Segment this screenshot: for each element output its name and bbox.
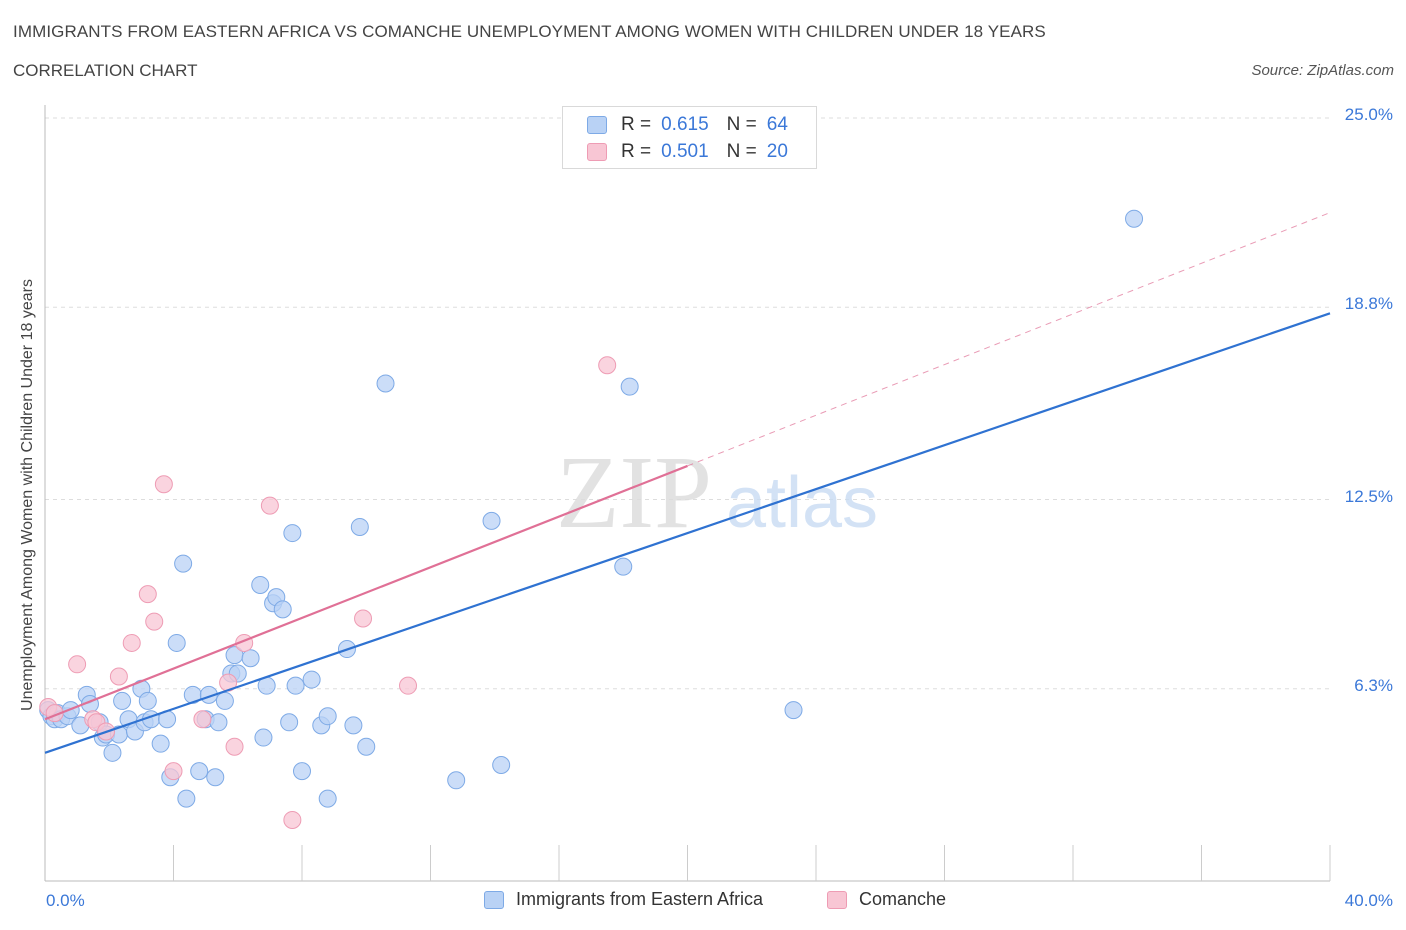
point-eastern-africa [215, 691, 234, 710]
point-comanche [283, 810, 302, 829]
correlation-legend: R = 0.615 N = 64 R = 0.501 N = 20 [562, 106, 817, 169]
legend-swatch-pink [827, 890, 847, 909]
legend-swatch-blue [587, 116, 607, 134]
n-label: N = [726, 141, 757, 162]
point-eastern-africa [190, 762, 209, 781]
point-eastern-africa [318, 707, 337, 726]
point-comanche [399, 676, 418, 695]
legend-label: Comanche [859, 889, 947, 909]
y-tick-label: 25.0% [1344, 105, 1393, 124]
r-value: 0.501 [661, 141, 709, 162]
point-eastern-africa [174, 554, 193, 573]
point-eastern-africa [241, 649, 260, 668]
r-value: 0.615 [661, 114, 709, 135]
point-eastern-africa [614, 557, 633, 576]
y-tick-label: 12.5% [1344, 486, 1393, 506]
point-eastern-africa [103, 743, 122, 762]
y-tick-label: 6.3% [1354, 675, 1393, 695]
point-comanche [122, 633, 141, 652]
x-tick-label-max: 40.0% [1344, 891, 1393, 910]
legend-label: Immigrants from Eastern Africa [516, 889, 764, 909]
trend-lines [44, 212, 1331, 754]
point-eastern-africa [357, 737, 376, 756]
point-eastern-africa [344, 716, 363, 735]
point-comanche [109, 667, 128, 686]
point-eastern-africa [177, 789, 196, 808]
point-eastern-africa [251, 575, 270, 594]
point-eastern-africa [206, 768, 225, 787]
legend-swatch-blue [484, 890, 504, 909]
legend-swatch-pink [587, 143, 607, 161]
n-label: N = [726, 114, 757, 135]
point-eastern-africa [273, 600, 292, 619]
trend-line-eastern-africa [44, 312, 1331, 754]
legend-item-eastern-africa: Immigrants from Eastern Africa [484, 889, 763, 910]
n-value: 20 [766, 141, 788, 162]
legend-item-comanche: Comanche [827, 889, 946, 910]
grid-lines [45, 117, 1330, 690]
point-eastern-africa [283, 524, 302, 543]
point-comanche [138, 585, 157, 604]
point-comanche [225, 737, 244, 756]
series-eastern-africa-points [39, 209, 1144, 808]
point-eastern-africa [302, 670, 321, 689]
point-eastern-africa [280, 713, 299, 732]
chart-title: IMMIGRANTS FROM EASTERN AFRICA VS COMANC… [13, 22, 1046, 41]
point-eastern-africa [209, 713, 228, 732]
point-eastern-africa [293, 762, 311, 781]
point-eastern-africa [318, 789, 337, 808]
point-comanche [164, 762, 183, 781]
r-label: R = [621, 141, 652, 162]
r-label: R = [621, 114, 652, 135]
point-eastern-africa [482, 511, 501, 530]
point-eastern-africa [254, 728, 273, 747]
point-comanche [154, 475, 173, 494]
trend-line-comanche [44, 464, 688, 721]
chart-subtitle: CORRELATION CHART [13, 61, 198, 80]
point-eastern-africa [350, 517, 369, 536]
point-comanche [598, 356, 617, 375]
point-eastern-africa [138, 691, 157, 710]
point-eastern-africa [1125, 209, 1144, 228]
series-legend: Immigrants from Eastern Africa Comanche [0, 889, 1406, 915]
point-eastern-africa [447, 771, 466, 790]
legend-row-eastern-africa: R = 0.615 N = 64 [587, 113, 788, 137]
n-value: 64 [766, 114, 788, 135]
point-eastern-africa [376, 374, 395, 393]
point-eastern-africa [151, 734, 170, 753]
point-eastern-africa [620, 377, 639, 396]
point-eastern-africa [113, 691, 132, 710]
point-comanche [145, 612, 164, 631]
point-eastern-africa [492, 756, 511, 775]
legend-row-comanche: R = 0.501 N = 20 [587, 140, 788, 164]
x-tick-label-min: 0.0% [46, 891, 85, 910]
series-comanche-points [39, 356, 617, 829]
point-comanche [260, 496, 279, 515]
point-comanche [354, 609, 373, 628]
source-note: Source: ZipAtlas.com [1251, 62, 1394, 79]
trend-line-comanche-extension [687, 212, 1331, 467]
point-eastern-africa [167, 633, 186, 652]
y-tick-label: 18.8% [1344, 294, 1393, 314]
point-comanche [68, 655, 87, 674]
watermark-zip: ZIP [556, 435, 712, 550]
point-eastern-africa [784, 701, 803, 720]
point-eastern-africa [286, 676, 305, 695]
point-comanche [193, 710, 212, 729]
